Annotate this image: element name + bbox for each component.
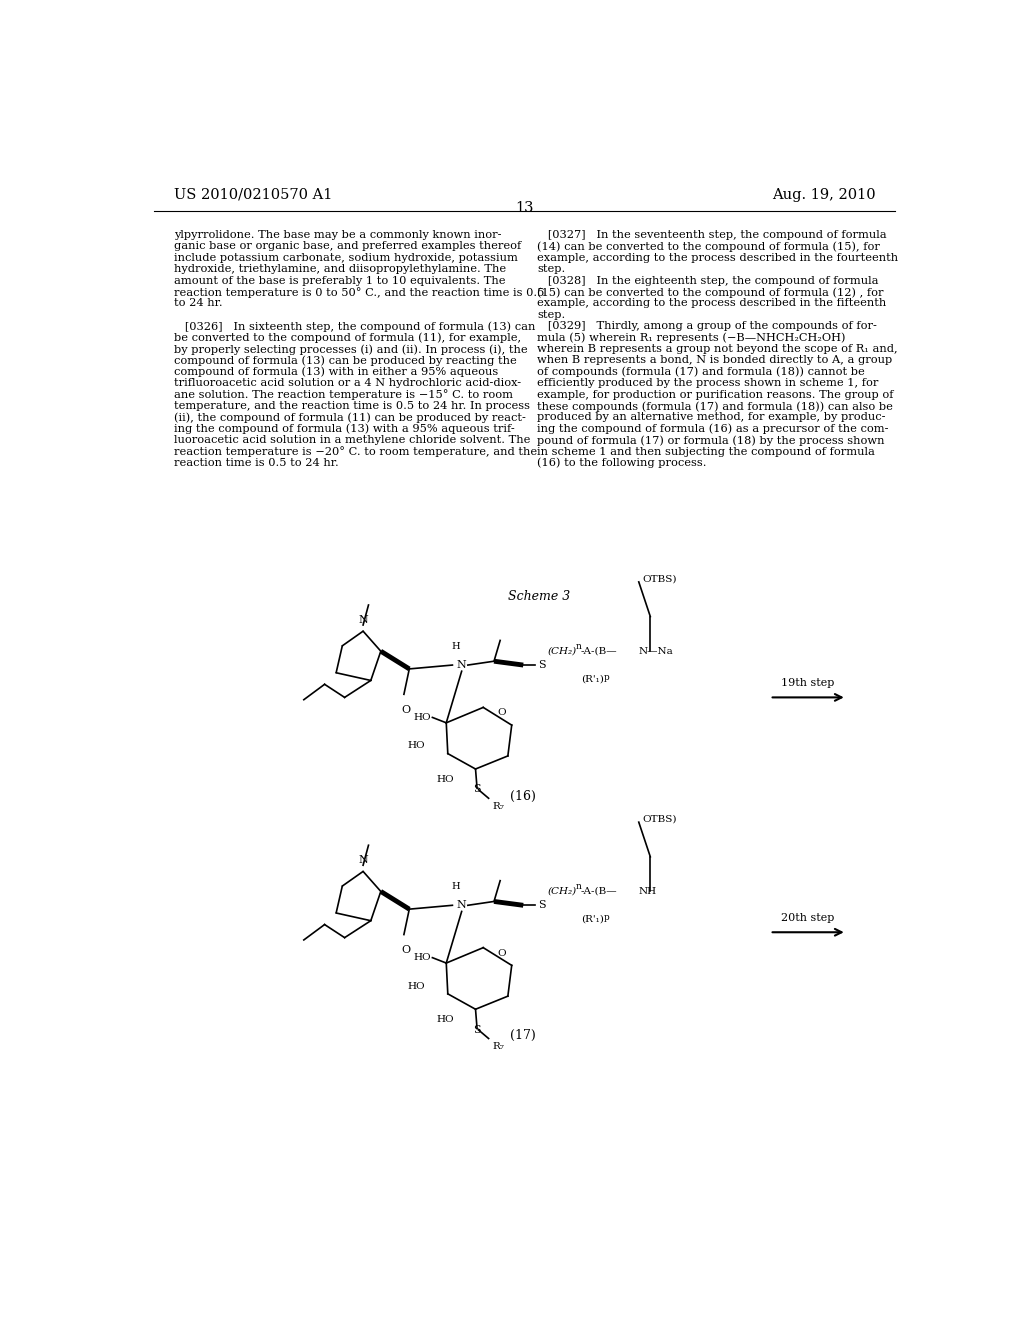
Text: (15) can be converted to the compound of formula (12) , for: (15) can be converted to the compound of… [538, 286, 884, 297]
Text: 19th step: 19th step [781, 678, 835, 688]
Text: -A-(B—: -A-(B— [581, 647, 617, 656]
Text: example, according to the process described in the fifteenth: example, according to the process descri… [538, 298, 887, 309]
Text: of compounds (formula (17) and formula (18)) cannot be: of compounds (formula (17) and formula (… [538, 367, 865, 378]
Text: (16) to the following process.: (16) to the following process. [538, 458, 707, 469]
Text: p: p [604, 673, 610, 682]
Text: O: O [400, 945, 410, 956]
Text: temperature, and the reaction time is 0.5 to 24 hr. In process: temperature, and the reaction time is 0.… [174, 401, 529, 411]
Text: HO: HO [408, 742, 425, 750]
Text: pound of formula (17) or formula (18) by the process shown: pound of formula (17) or formula (18) by… [538, 436, 885, 446]
Text: efficiently produced by the process shown in scheme 1, for: efficiently produced by the process show… [538, 378, 879, 388]
Text: p: p [604, 913, 610, 923]
Text: ane solution. The reaction temperature is −15° C. to room: ane solution. The reaction temperature i… [174, 389, 513, 400]
Text: step.: step. [538, 264, 565, 275]
Text: wherein B represents a group not beyond the scope of R₁ and,: wherein B represents a group not beyond … [538, 345, 898, 354]
Text: S: S [473, 784, 481, 795]
Text: n: n [575, 883, 582, 891]
Text: by properly selecting processes (i) and (ii). In process (i), the: by properly selecting processes (i) and … [174, 345, 527, 355]
Text: HO: HO [436, 1015, 454, 1024]
Text: be converted to the compound of formula (11), for example,: be converted to the compound of formula … [174, 333, 521, 343]
Text: reaction time is 0.5 to 24 hr.: reaction time is 0.5 to 24 hr. [174, 458, 338, 467]
Text: produced by an alternative method, for example, by produc-: produced by an alternative method, for e… [538, 412, 886, 422]
Text: (CH₂): (CH₂) [548, 647, 578, 656]
Text: example, for production or purification reasons. The group of: example, for production or purification … [538, 389, 894, 400]
Text: N—Na: N—Na [639, 647, 674, 656]
Text: [0326]   In sixteenth step, the compound of formula (13) can: [0326] In sixteenth step, the compound o… [174, 321, 536, 331]
Text: US 2010/0210570 A1: US 2010/0210570 A1 [174, 187, 332, 202]
Text: Aug. 19, 2010: Aug. 19, 2010 [772, 187, 876, 202]
Text: 13: 13 [515, 201, 535, 215]
Text: (R'₁): (R'₁) [581, 915, 604, 924]
Text: (R'₁): (R'₁) [581, 675, 604, 684]
Text: S: S [538, 900, 546, 911]
Text: HO: HO [408, 982, 425, 990]
Text: ing the compound of formula (16) as a precursor of the com-: ing the compound of formula (16) as a pr… [538, 424, 889, 434]
Text: 20th step: 20th step [781, 913, 835, 923]
Text: luoroacetic acid solution in a methylene chloride solvent. The: luoroacetic acid solution in a methylene… [174, 436, 530, 445]
Text: (17): (17) [510, 1028, 537, 1041]
Text: Scheme 3: Scheme 3 [508, 590, 569, 603]
Text: N: N [358, 615, 368, 626]
Text: n: n [575, 643, 582, 651]
Text: -A-(B—: -A-(B— [581, 887, 617, 896]
Text: mula (5) wherein R₁ represents (−B—NHCH₂CH₂OH): mula (5) wherein R₁ represents (−B—NHCH₂… [538, 333, 846, 343]
Text: [0327]   In the seventeenth step, the compound of formula: [0327] In the seventeenth step, the comp… [538, 230, 887, 240]
Text: to 24 hr.: to 24 hr. [174, 298, 222, 309]
Text: reaction temperature is −20° C. to room temperature, and the: reaction temperature is −20° C. to room … [174, 446, 537, 458]
Text: H: H [452, 883, 460, 891]
Text: ing the compound of formula (13) with a 95% aqueous trif-: ing the compound of formula (13) with a … [174, 424, 514, 434]
Text: O: O [400, 705, 410, 715]
Text: OTBS): OTBS) [643, 814, 677, 824]
Text: in scheme 1 and then subjecting the compound of formula: in scheme 1 and then subjecting the comp… [538, 446, 874, 457]
Text: ylpyrrolidone. The base may be a commonly known inor-: ylpyrrolidone. The base may be a commonl… [174, 230, 501, 240]
Text: (14) can be converted to the compound of formula (15), for: (14) can be converted to the compound of… [538, 242, 880, 252]
Text: R₇: R₇ [493, 1043, 505, 1051]
Text: H: H [452, 643, 460, 651]
Text: O: O [498, 709, 506, 717]
Text: (ii), the compound of formula (11) can be produced by react-: (ii), the compound of formula (11) can b… [174, 412, 525, 422]
Text: N: N [358, 855, 368, 866]
Text: R₇: R₇ [493, 803, 505, 810]
Text: [0328]   In the eighteenth step, the compound of formula: [0328] In the eighteenth step, the compo… [538, 276, 879, 285]
Text: step.: step. [538, 310, 565, 319]
Text: O: O [498, 949, 506, 957]
Text: OTBS): OTBS) [643, 574, 677, 583]
Text: N: N [457, 900, 467, 911]
Text: HO: HO [414, 713, 431, 722]
Text: amount of the base is preferably 1 to 10 equivalents. The: amount of the base is preferably 1 to 10… [174, 276, 505, 285]
Text: (16): (16) [510, 789, 537, 803]
Text: these compounds (formula (17) and formula (18)) can also be: these compounds (formula (17) and formul… [538, 401, 893, 412]
Text: N: N [457, 660, 467, 671]
Text: compound of formula (13) can be produced by reacting the: compound of formula (13) can be produced… [174, 355, 516, 366]
Text: S: S [538, 660, 546, 671]
Text: NH: NH [639, 887, 656, 896]
Text: ganic base or organic base, and preferred examples thereof: ganic base or organic base, and preferre… [174, 242, 521, 251]
Text: HO: HO [436, 775, 454, 784]
Text: (CH₂): (CH₂) [548, 887, 578, 896]
Text: compound of formula (13) with in either a 95% aqueous: compound of formula (13) with in either … [174, 367, 498, 378]
Text: HO: HO [414, 953, 431, 962]
Text: include potassium carbonate, sodium hydroxide, potassium: include potassium carbonate, sodium hydr… [174, 253, 517, 263]
Text: example, according to the process described in the fourteenth: example, according to the process descri… [538, 253, 898, 263]
Text: [0329]   Thirdly, among a group of the compounds of for-: [0329] Thirdly, among a group of the com… [538, 321, 877, 331]
Text: reaction temperature is 0 to 50° C., and the reaction time is 0.5: reaction temperature is 0 to 50° C., and… [174, 286, 544, 298]
Text: hydroxide, triethylamine, and diisopropylethylamine. The: hydroxide, triethylamine, and diisopropy… [174, 264, 506, 275]
Text: trifluoroacetic acid solution or a 4 N hydrochloric acid-diox-: trifluoroacetic acid solution or a 4 N h… [174, 378, 521, 388]
Text: when B represents a bond, N is bonded directly to A, a group: when B represents a bond, N is bonded di… [538, 355, 892, 366]
Text: S: S [473, 1024, 481, 1035]
